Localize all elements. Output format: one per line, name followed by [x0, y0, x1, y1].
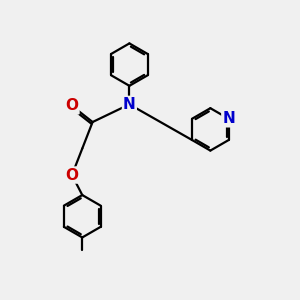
Text: N: N — [222, 111, 235, 126]
Text: O: O — [65, 98, 79, 113]
Text: O: O — [65, 167, 79, 182]
Text: N: N — [123, 97, 136, 112]
